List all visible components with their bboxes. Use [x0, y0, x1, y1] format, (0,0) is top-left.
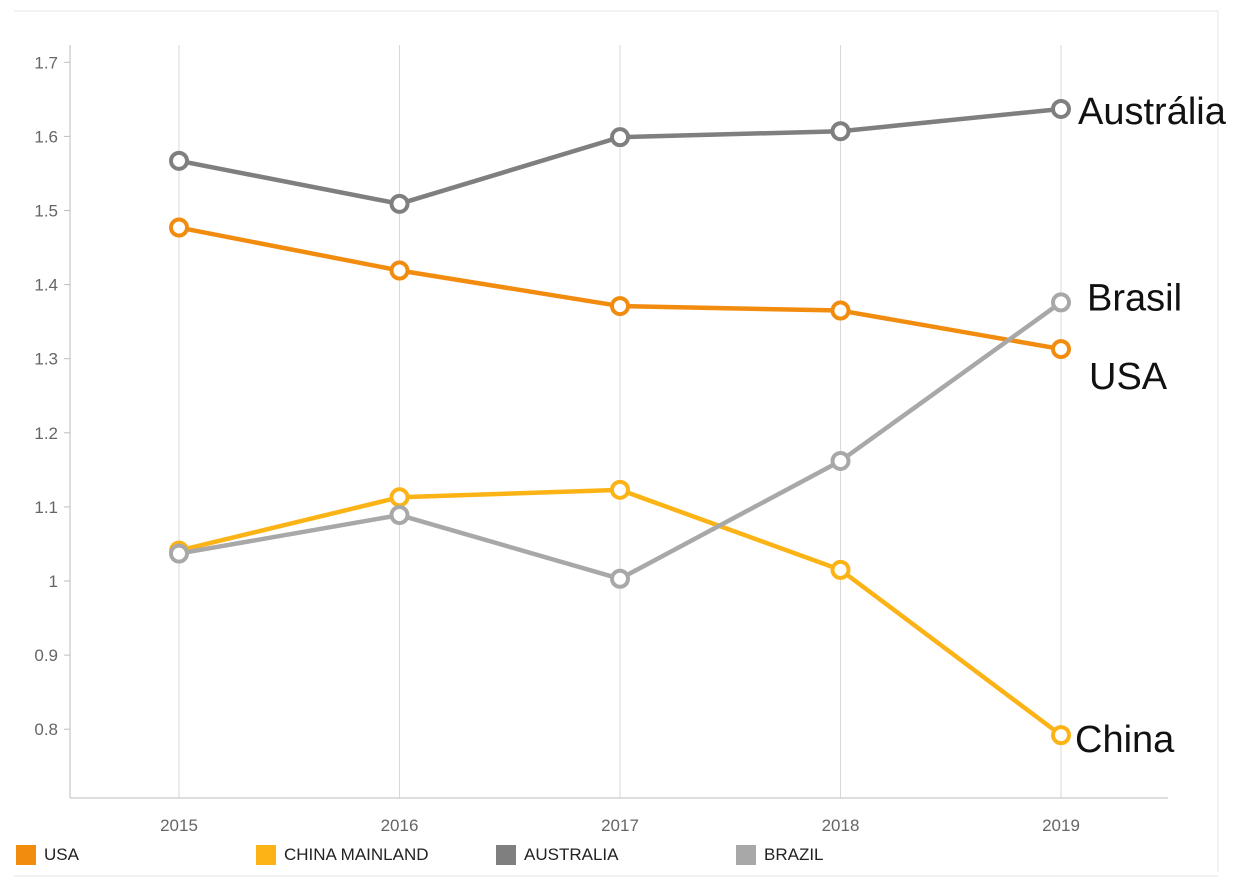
data-point-usa: [830, 300, 851, 321]
legend-item-brazil[interactable]: BRAZIL: [736, 845, 824, 865]
y-tick-label: 1.7: [34, 53, 58, 72]
end-labels: Austrália Brasil USA China: [1075, 91, 1227, 761]
grid-lines: [178, 45, 1062, 798]
data-point-brazil: [610, 568, 630, 589]
data-point-brazil: [169, 543, 189, 564]
y-tick-label: 1.1: [34, 498, 58, 517]
data-point-australia: [1051, 98, 1071, 119]
y-tick-label: 1.4: [34, 276, 58, 295]
x-tick-label: 2017: [601, 816, 639, 835]
end-label: Austrália: [1078, 91, 1227, 133]
x-tick-label: 2015: [160, 816, 198, 835]
data-point-china-mainland: [830, 559, 851, 580]
data-point-brazil: [1051, 292, 1071, 313]
chart-frame: [14, 10, 1219, 877]
y-tick-label: 1: [49, 572, 58, 591]
legend-swatch-australia: [496, 845, 516, 865]
data-point-china-mainland: [389, 487, 410, 508]
legend: USA CHINA MAINLAND AUSTRALIA BRAZIL: [0, 845, 1244, 871]
data-point-usa: [389, 260, 410, 281]
end-label: USA: [1089, 356, 1168, 398]
data-point-australia: [169, 150, 189, 171]
x-tick-label: 2016: [381, 816, 419, 835]
legend-item-china-mainland[interactable]: CHINA MAINLAND: [256, 845, 429, 865]
legend-label-china-mainland: CHINA MAINLAND: [284, 845, 429, 864]
legend-label-brazil: BRAZIL: [764, 845, 824, 864]
y-tick-label: 1.6: [34, 127, 58, 146]
data-point-brazil: [389, 505, 410, 526]
legend-item-usa[interactable]: USA: [16, 845, 79, 865]
y-tick-label: 1.2: [34, 424, 58, 443]
series-lines: [169, 98, 1071, 746]
end-label: Brasil: [1087, 277, 1182, 319]
data-point-australia: [830, 121, 851, 142]
legend-item-australia[interactable]: AUSTRALIA: [496, 845, 618, 865]
axes: 0.8 0.9 1 1.1 1.2 1.3 1.4 1.5 1.6 1.7 2015 2016 2017…: [34, 45, 1168, 835]
end-label: China: [1075, 719, 1175, 761]
data-point-australia: [610, 127, 630, 148]
x-tick-label: 2018: [822, 816, 860, 835]
y-tick-label: 0.8: [34, 720, 58, 739]
data-point-usa: [610, 296, 630, 317]
y-tick-label: 0.9: [34, 646, 58, 665]
y-tick-label: 1.3: [34, 350, 58, 369]
data-point-usa: [1051, 339, 1071, 360]
y-tick-label: 1.5: [34, 202, 58, 221]
data-point-brazil: [830, 450, 851, 471]
data-point-usa: [169, 217, 189, 238]
data-point-australia: [389, 193, 410, 214]
legend-label-australia: AUSTRALIA: [524, 845, 619, 864]
x-tick-label: 2019: [1042, 816, 1080, 835]
legend-swatch-usa: [16, 845, 36, 865]
legend-swatch-brazil: [736, 845, 756, 865]
data-point-china-mainland: [1051, 725, 1071, 746]
legend-swatch-china-mainland: [256, 845, 276, 865]
legend-label-usa: USA: [44, 845, 79, 864]
data-point-china-mainland: [610, 479, 630, 500]
